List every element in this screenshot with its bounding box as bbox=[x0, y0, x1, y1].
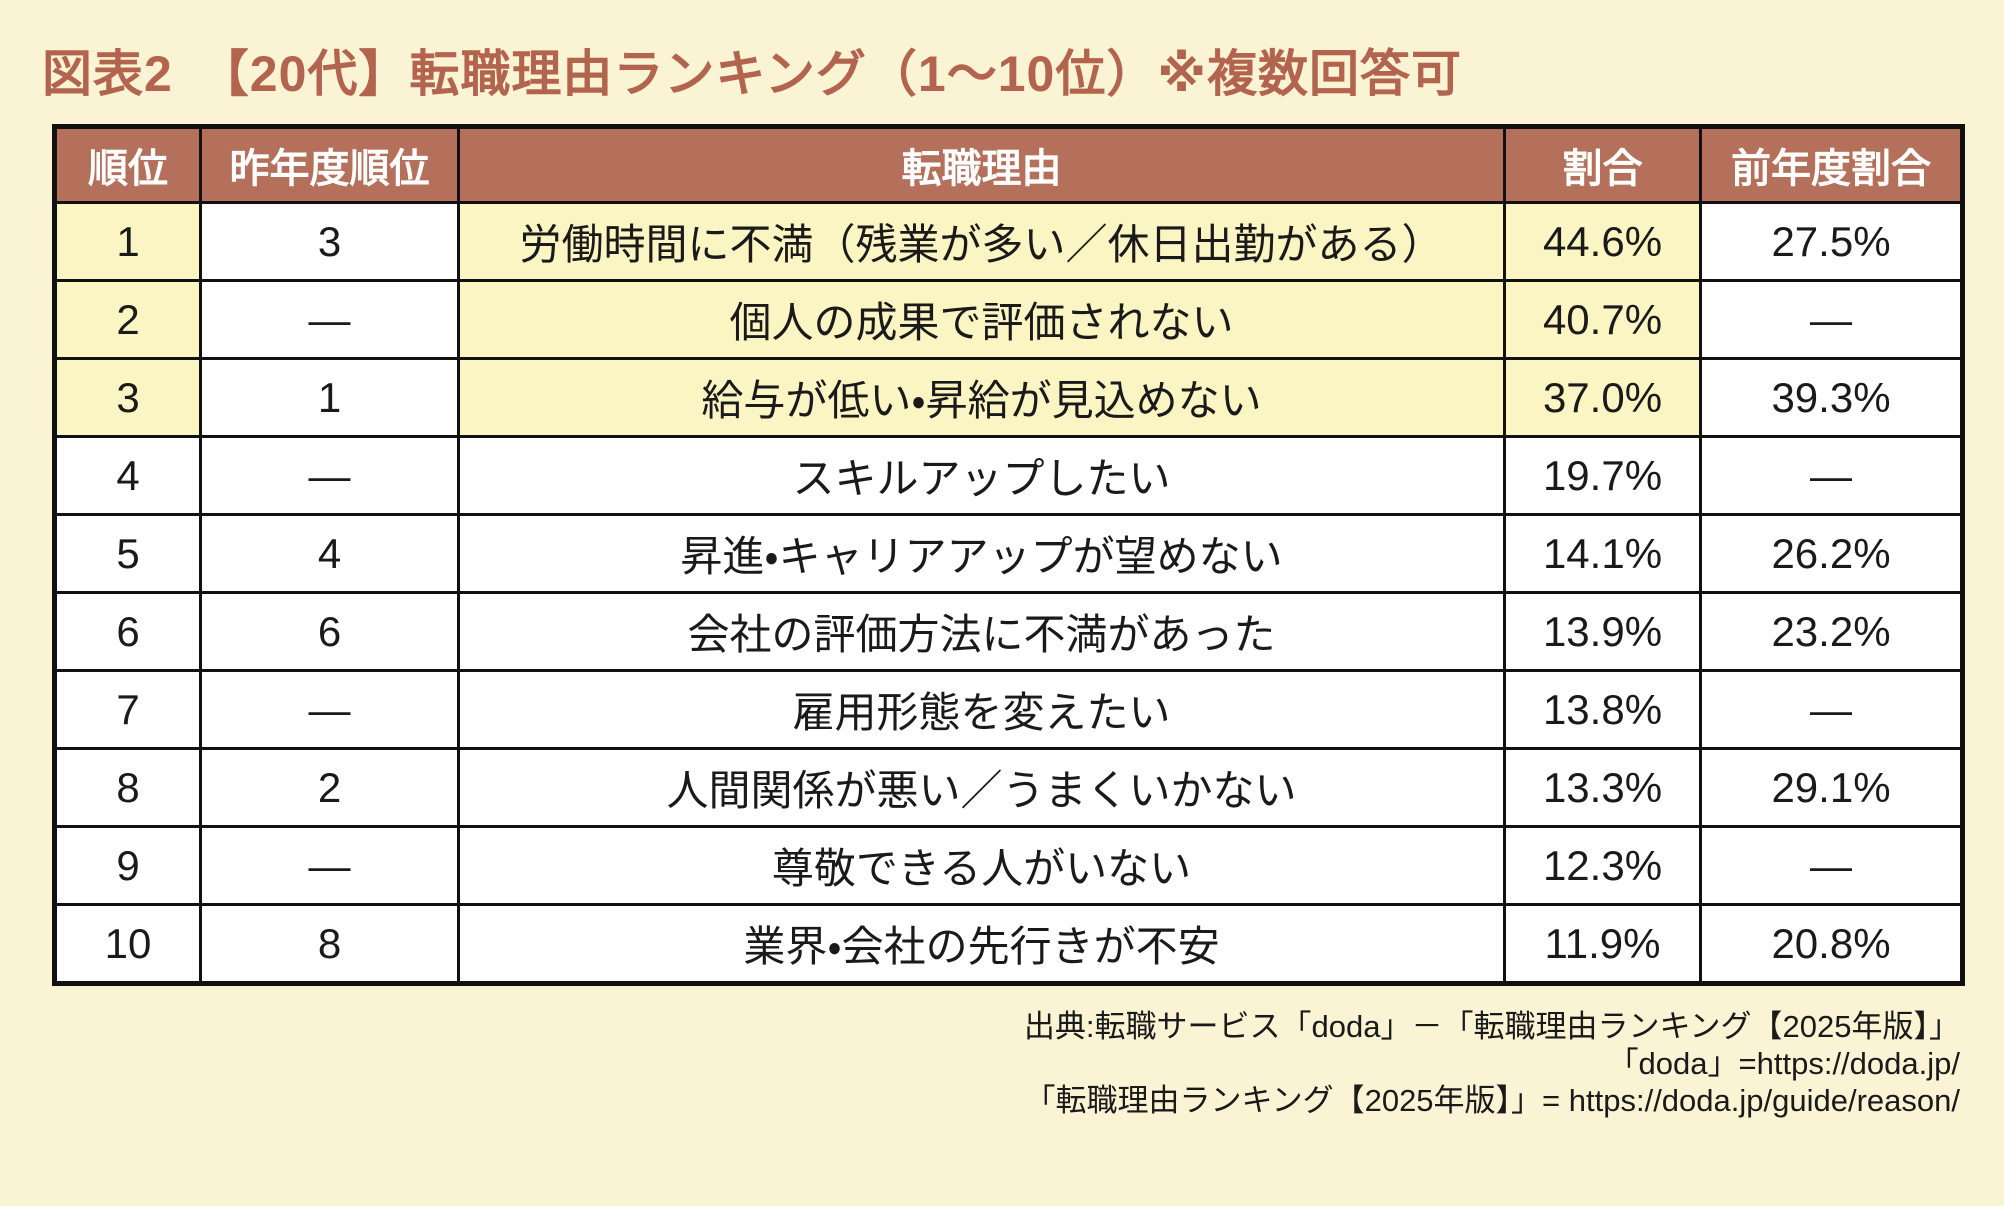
rank-cell: 10 bbox=[53, 903, 202, 985]
rank-cell: 5 bbox=[53, 513, 202, 594]
col-header-prev-rank: 昨年度順位 bbox=[199, 125, 460, 204]
reason-cell: 人間関係が悪い／うまくいかない bbox=[457, 747, 1506, 828]
prev-rank-cell: 3 bbox=[199, 201, 460, 282]
reason-cell: 昇進・キャリアアップが望めない bbox=[457, 513, 1506, 594]
prev-pct-cell: — bbox=[1699, 435, 1964, 516]
rank-cell: 4 bbox=[53, 435, 202, 516]
table-row: 2 — 個人の成果で評価されない 40.7% — bbox=[53, 279, 1964, 360]
rank-cell: 9 bbox=[53, 825, 202, 906]
prev-pct-cell: 29.1% bbox=[1699, 747, 1964, 828]
rank-cell: 7 bbox=[53, 669, 202, 750]
prev-rank-cell: 8 bbox=[199, 903, 460, 985]
rank-cell: 2 bbox=[53, 279, 202, 360]
pct-cell: 44.6% bbox=[1503, 201, 1702, 282]
pct-cell: 11.9% bbox=[1503, 903, 1702, 985]
prev-pct-cell: 27.5% bbox=[1699, 201, 1964, 282]
figure-title: 図表2 【20代】転職理由ランキング（1〜10位）※複数回答可 bbox=[42, 46, 1462, 102]
prev-pct-cell: — bbox=[1699, 825, 1964, 906]
reason-cell: 尊敬できる人がいない bbox=[457, 825, 1506, 906]
prev-rank-cell: 6 bbox=[199, 591, 460, 672]
reason-cell: 労働時間に不満（残業が多い／休日出勤がある） bbox=[457, 201, 1506, 282]
col-header-reason: 転職理由 bbox=[457, 125, 1506, 204]
ranking-table: 順位 昨年度順位 転職理由 割合 前年度割合 1 3 労働時間に不満（残業が多い… bbox=[52, 124, 1965, 986]
prev-rank-cell: — bbox=[199, 435, 460, 516]
col-header-prev-pct: 前年度割合 bbox=[1699, 125, 1964, 204]
table-row: 8 2 人間関係が悪い／うまくいかない 13.3% 29.1% bbox=[53, 747, 1964, 828]
prev-rank-cell: 2 bbox=[199, 747, 460, 828]
table-row: 5 4 昇進・キャリアアップが望めない 14.1% 26.2% bbox=[53, 513, 1964, 594]
header-row: 順位 昨年度順位 転職理由 割合 前年度割合 bbox=[53, 125, 1964, 204]
pct-cell: 13.8% bbox=[1503, 669, 1702, 750]
pct-cell: 40.7% bbox=[1503, 279, 1702, 360]
prev-rank-cell: — bbox=[199, 825, 460, 906]
prev-rank-cell: 1 bbox=[199, 357, 460, 438]
source-line-3: 「転職理由ランキング【2025年版】」= https://doda.jp/gui… bbox=[1024, 1083, 1960, 1118]
prev-pct-cell: 23.2% bbox=[1699, 591, 1964, 672]
pct-cell: 12.3% bbox=[1503, 825, 1702, 906]
rank-cell: 6 bbox=[53, 591, 202, 672]
rank-cell: 3 bbox=[53, 357, 202, 438]
prev-pct-cell: 26.2% bbox=[1699, 513, 1964, 594]
reason-cell: 業界・会社の先行きが不安 bbox=[457, 903, 1506, 985]
pct-cell: 19.7% bbox=[1503, 435, 1702, 516]
table-row: 4 — スキルアップしたい 19.7% — bbox=[53, 435, 1964, 516]
pct-cell: 37.0% bbox=[1503, 357, 1702, 438]
table-row: 3 1 給与が低い・昇給が見込めない 37.0% 39.3% bbox=[53, 357, 1964, 438]
reason-cell: 雇用形態を変えたい bbox=[457, 669, 1506, 750]
col-header-rank: 順位 bbox=[53, 125, 202, 204]
rank-cell: 8 bbox=[53, 747, 202, 828]
reason-cell: 会社の評価方法に不満があった bbox=[457, 591, 1506, 672]
col-header-pct: 割合 bbox=[1503, 125, 1702, 204]
prev-rank-cell: — bbox=[199, 669, 460, 750]
table-row: 1 3 労働時間に不満（残業が多い／休日出勤がある） 44.6% 27.5% bbox=[53, 201, 1964, 282]
prev-pct-cell: — bbox=[1699, 279, 1964, 360]
figure-page: 図表2 【20代】転職理由ランキング（1〜10位）※複数回答可 順位 昨年度順位… bbox=[0, 34, 2004, 1206]
pct-cell: 13.3% bbox=[1503, 747, 1702, 828]
prev-pct-cell: — bbox=[1699, 669, 1964, 750]
prev-rank-cell: 4 bbox=[199, 513, 460, 594]
reason-cell: 給与が低い・昇給が見込めない bbox=[457, 357, 1506, 438]
table-row: 10 8 業界・会社の先行きが不安 11.9% 20.8% bbox=[53, 903, 1964, 985]
pct-cell: 13.9% bbox=[1503, 591, 1702, 672]
source-line-1: 出典:転職サービス「doda」－「転職理由ランキング【2025年版】」 bbox=[1023, 1009, 1960, 1044]
source-attribution: 出典:転職サービス「doda」－「転職理由ランキング【2025年版】」 「dod… bbox=[52, 1008, 1960, 1119]
source-line-2: 「doda」=https://doda.jp/ bbox=[1607, 1046, 1960, 1081]
rank-cell: 1 bbox=[53, 201, 202, 282]
prev-rank-cell: — bbox=[199, 279, 460, 360]
prev-pct-cell: 39.3% bbox=[1699, 357, 1964, 438]
table-row: 9 — 尊敬できる人がいない 12.3% — bbox=[53, 825, 1964, 906]
table-row: 6 6 会社の評価方法に不満があった 13.9% 23.2% bbox=[53, 591, 1964, 672]
prev-pct-cell: 20.8% bbox=[1699, 903, 1964, 985]
pct-cell: 14.1% bbox=[1503, 513, 1702, 594]
reason-cell: 個人の成果で評価されない bbox=[457, 279, 1506, 360]
reason-cell: スキルアップしたい bbox=[457, 435, 1506, 516]
table-row: 7 — 雇用形態を変えたい 13.8% — bbox=[53, 669, 1964, 750]
